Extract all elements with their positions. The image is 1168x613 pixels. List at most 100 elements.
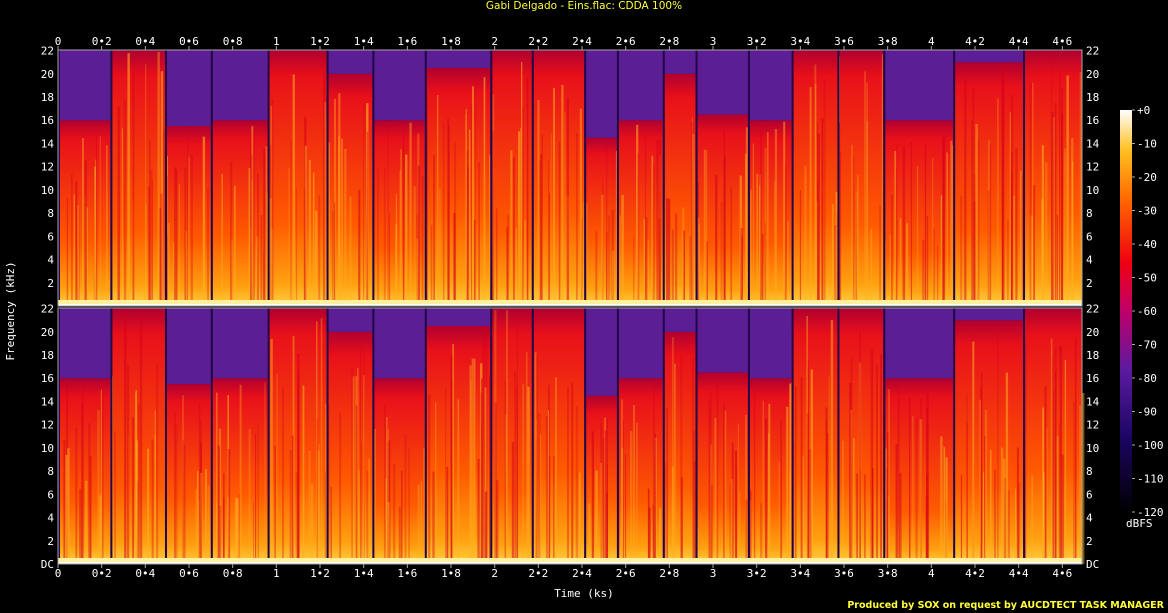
texture-streak: [886, 498, 888, 564]
texture-streak: [825, 407, 828, 564]
texture-streak: [691, 117, 693, 307]
texture-streak: [333, 202, 336, 306]
texture-streak: [184, 444, 186, 564]
texture-streak: [89, 455, 92, 564]
texture-streak: [946, 152, 948, 306]
texture-streak: [1071, 137, 1074, 306]
texture-streak: [320, 318, 323, 564]
y-tick-label: DC: [1086, 558, 1099, 571]
colorbar-gradient: [1120, 110, 1132, 512]
texture-streak: [835, 191, 838, 306]
texture-streak: [352, 376, 355, 564]
texture-streak: [899, 218, 902, 306]
texture-streak: [807, 359, 809, 564]
texture-streak: [705, 150, 708, 306]
texture-streak: [405, 154, 408, 306]
texture-streak: [270, 105, 273, 306]
texture-streak: [507, 215, 509, 306]
texture-streak: [485, 327, 488, 564]
track-segment: [953, 308, 1024, 564]
track-segment: [747, 308, 792, 564]
texture-streak: [297, 353, 300, 564]
texture-streak: [621, 194, 624, 306]
texture-streak: [1018, 482, 1021, 564]
texture-streak: [971, 120, 973, 306]
texture-streak: [71, 173, 73, 306]
track-energy: [584, 137, 617, 306]
texture-streak: [387, 501, 390, 564]
panel-frame: [57, 307, 1083, 565]
texture-streak: [756, 174, 758, 306]
y-tick-label: 12: [41, 419, 54, 432]
texture-streak: [553, 87, 555, 306]
texture-streak: [817, 123, 819, 306]
texture-streak: [489, 155, 491, 306]
texture-streak: [436, 95, 439, 306]
texture-streak: [952, 144, 954, 306]
texture-streak: [402, 126, 405, 306]
track-segment: [584, 308, 617, 564]
texture-streak: [760, 122, 762, 306]
texture-streak: [710, 484, 714, 564]
texture-streak: [730, 478, 734, 564]
texture-streak: [428, 394, 431, 564]
texture-streak: [324, 102, 327, 307]
x-tick-label: 1•2: [310, 35, 330, 48]
texture-streak: [875, 364, 878, 564]
texture-streak: [358, 470, 360, 564]
texture-streak: [174, 166, 176, 306]
texture-streak: [398, 507, 401, 564]
texture-streak: [802, 456, 804, 564]
track-cutoff-region: [695, 308, 748, 373]
texture-streak: [997, 328, 999, 564]
y-tick-label: 12: [1086, 161, 1099, 174]
texture-streak: [388, 440, 391, 564]
texture-streak: [339, 412, 342, 564]
colorbar-tick-label: -110: [1137, 473, 1164, 486]
texture-streak: [885, 468, 888, 564]
texture-streak: [383, 168, 386, 306]
texture-streak: [644, 136, 647, 306]
texture-streak: [734, 451, 738, 564]
texture-streak: [106, 145, 108, 306]
texture-streak: [1010, 151, 1014, 306]
texture-streak: [188, 156, 190, 306]
texture-streak: [363, 374, 365, 564]
x-tick-label: 1•8: [441, 567, 461, 580]
spectrogram-panels: [58, 50, 1085, 564]
texture-streak: [765, 418, 768, 564]
texture-streak: [433, 154, 435, 306]
texture-streak: [166, 234, 168, 306]
track-gap: [58, 308, 60, 564]
track-energy: [791, 50, 838, 306]
texture-streak: [652, 505, 654, 564]
texture-streak: [575, 406, 579, 564]
texture-streak: [366, 471, 369, 564]
texture-streak: [672, 337, 674, 564]
texture-streak: [897, 382, 900, 564]
texture-streak: [527, 386, 530, 564]
track-segment: [837, 308, 884, 564]
track-gap: [662, 308, 665, 564]
track-segment: [58, 308, 111, 564]
track-gap: [584, 50, 587, 306]
track-energy: [490, 308, 532, 564]
texture-streak: [944, 447, 946, 564]
texture-streak: [338, 93, 341, 306]
dc-band: [58, 562, 1082, 564]
y-tick-label: 18: [1086, 91, 1099, 104]
texture-streak: [145, 64, 147, 306]
texture-streak: [800, 377, 803, 564]
texture-streak: [668, 198, 671, 306]
track-gap: [424, 50, 427, 306]
texture-streak: [856, 175, 859, 306]
texture-streak: [270, 229, 273, 306]
texture-streak: [150, 169, 153, 306]
x-tick-label: 0•6: [179, 567, 199, 580]
texture-streak: [185, 231, 188, 306]
texture-streak: [198, 500, 200, 564]
texture-streak: [621, 448, 624, 564]
x-tick-label: 3•6: [834, 567, 854, 580]
texture-streak: [547, 159, 550, 306]
